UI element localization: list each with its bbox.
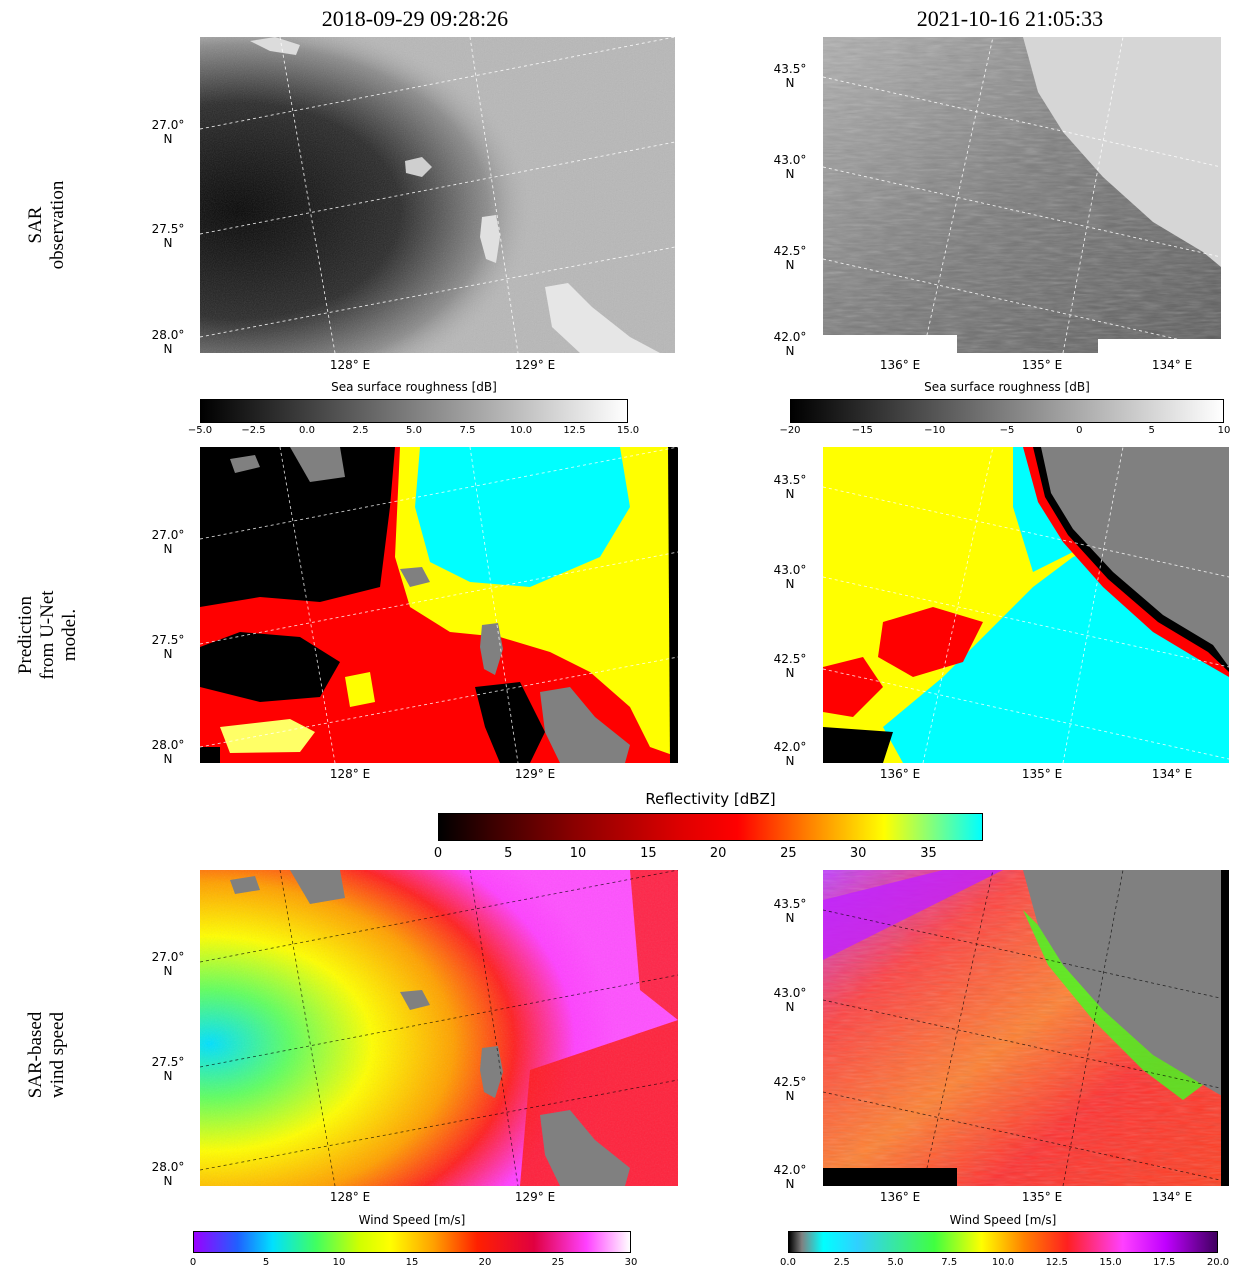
colorbar-tick-label: 30 xyxy=(624,1257,638,1268)
lat-label: 28.0° N xyxy=(151,328,185,356)
colorbar-wind-left xyxy=(193,1231,631,1253)
colorbar-tick-label: 15 xyxy=(640,846,657,861)
colorbar-tick-label: 7.5 xyxy=(459,425,476,436)
colorbar-tick-label: −2.5 xyxy=(241,425,266,436)
sar-observation-left-panel xyxy=(200,37,675,353)
colorbar-tick-label: 10.0 xyxy=(991,1257,1015,1268)
lat-label: 27.0° N xyxy=(151,528,185,556)
colorbar-tick-label: −20 xyxy=(779,425,801,436)
prediction-right-panel xyxy=(823,447,1229,763)
colorbar-tick-label: 0.0 xyxy=(780,1257,796,1268)
lat-label: 42.5° N xyxy=(773,244,807,272)
row-label-sar-wind-speed: SAR-based wind speed xyxy=(25,1011,68,1099)
lon-label: 136° E xyxy=(879,358,921,372)
lon-label: 128° E xyxy=(329,767,371,781)
lat-label: 42.0° N xyxy=(773,740,807,768)
lat-label: 43.5° N xyxy=(773,62,807,90)
lat-label: 27.5° N xyxy=(151,222,185,250)
colorbar-title: Wind Speed [m/s] xyxy=(358,1213,466,1227)
colorbar-tick-label: 5.0 xyxy=(406,425,422,436)
row-label-sar-observation: SAR observation xyxy=(25,180,68,270)
lat-label: 43.5° N xyxy=(773,473,807,501)
colorbar-tick-label: −15 xyxy=(851,425,873,436)
colorbar-title: Sea surface roughness [dB] xyxy=(331,380,497,394)
colorbar-tick-label: −5.0 xyxy=(187,425,213,436)
lon-label: 134° E xyxy=(1151,767,1193,781)
wind-speed-left-panel xyxy=(200,870,678,1186)
colorbar-tick-label: 12.5 xyxy=(563,425,586,436)
colorbar-tick-label: 12.5 xyxy=(1045,1257,1068,1268)
colorbar-title: Sea surface roughness [dB] xyxy=(924,380,1090,394)
colorbar-tick-label: 0 xyxy=(189,1257,197,1268)
colorbar-tick-label: 20.0 xyxy=(1206,1257,1230,1268)
colorbar-wind-right xyxy=(788,1231,1218,1253)
colorbar-tick-label: 30 xyxy=(849,846,867,861)
colorbar-tick-label: 7.5 xyxy=(941,1257,958,1268)
lat-label: 43.5° N xyxy=(773,897,807,925)
lat-label: 28.0° N xyxy=(151,1160,185,1188)
colorbar-tick-label: 5 xyxy=(1148,425,1155,436)
lon-label: 128° E xyxy=(329,1190,371,1204)
row-label-unet-prediction: Prediction from U-Net model. xyxy=(15,590,80,680)
lon-label: 136° E xyxy=(879,1190,921,1204)
colorbar-tick-label: 15.0 xyxy=(1099,1257,1122,1268)
colorbar-tick-label: 10.0 xyxy=(509,425,533,436)
lat-label: 28.0° N xyxy=(151,738,185,766)
lat-label: 27.0° N xyxy=(151,950,185,978)
lat-label: 42.0° N xyxy=(773,1163,807,1191)
colorbar-tick-label: 15 xyxy=(405,1257,419,1268)
lon-label: 128° E xyxy=(329,358,371,372)
colorbar-tick-label: 17.5 xyxy=(1153,1257,1176,1268)
colorbar-tick-label: 0 xyxy=(1076,425,1083,436)
column-title-left: 2018-09-29 09:28:26 xyxy=(321,6,509,31)
colorbar-roughness-right xyxy=(790,399,1224,423)
lat-label: 42.5° N xyxy=(773,1075,807,1103)
lat-label: 42.5° N xyxy=(773,652,807,680)
lat-label: 43.0° N xyxy=(773,153,807,181)
lon-label: 134° E xyxy=(1151,1190,1193,1204)
lat-label: 27.5° N xyxy=(151,633,185,661)
colorbar-tick-label: 5 xyxy=(504,846,513,861)
colorbar-tick-label: 35 xyxy=(920,846,937,861)
lon-label: 129° E xyxy=(514,767,556,781)
colorbar-tick-label: 0.0 xyxy=(299,425,315,436)
colorbar-tick-label: 5 xyxy=(262,1257,270,1268)
colorbar-tick-label: 5.0 xyxy=(887,1257,904,1268)
colorbar-tick-label: 10 xyxy=(569,846,587,861)
lon-label: 135° E xyxy=(1021,767,1063,781)
prediction-left-panel xyxy=(200,447,678,763)
lon-label: 129° E xyxy=(514,1190,556,1204)
colorbar-tick-label: 25 xyxy=(551,1257,565,1268)
sar-observation-right-panel xyxy=(823,37,1221,353)
lon-label: 134° E xyxy=(1151,358,1193,372)
colorbar-tick-label: 0 xyxy=(433,846,443,861)
colorbar-reflectivity xyxy=(438,813,983,841)
colorbar-tick-label: −5 xyxy=(999,425,1015,436)
colorbar-tick-label: 20 xyxy=(478,1257,492,1268)
colorbar-tick-label: 2.5 xyxy=(352,425,369,436)
colorbar-title: Reflectivity [dBZ] xyxy=(645,790,776,808)
lon-label: 129° E xyxy=(514,358,556,372)
colorbar-tick-label: 15.0 xyxy=(616,425,640,436)
lat-label: 43.0° N xyxy=(773,563,807,591)
colorbar-tick-label: 2.5 xyxy=(833,1257,850,1268)
colorbar-tick-label: 25 xyxy=(780,846,797,861)
lon-label: 135° E xyxy=(1021,358,1063,372)
colorbar-tick-label: 10 xyxy=(1217,425,1231,436)
lon-label: 136° E xyxy=(879,767,921,781)
colorbar-tick-label: 20 xyxy=(709,846,727,861)
column-title-right: 2021-10-16 21:05:33 xyxy=(916,6,1104,31)
colorbar-roughness-left xyxy=(200,399,628,423)
colorbar-tick-label: 10 xyxy=(332,1257,346,1268)
lat-label: 27.5° N xyxy=(151,1055,185,1083)
lat-label: 42.0° N xyxy=(773,330,807,358)
colorbar-tick-label: −10 xyxy=(924,425,946,436)
wind-speed-right-panel xyxy=(823,870,1229,1186)
lat-label: 27.0° N xyxy=(151,118,185,146)
lon-label: 135° E xyxy=(1021,1190,1063,1204)
colorbar-title: Wind Speed [m/s] xyxy=(949,1213,1057,1227)
lat-label: 43.0° N xyxy=(773,986,807,1014)
